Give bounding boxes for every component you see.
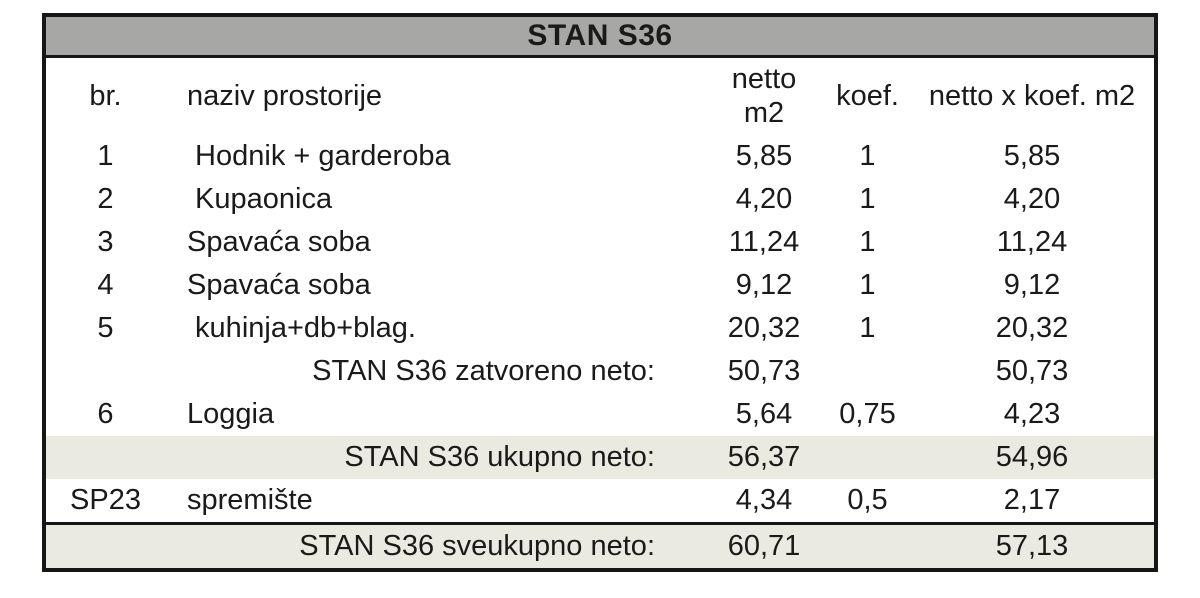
cell-netto: 11,24 <box>728 226 800 259</box>
cell-netto: 50,73 <box>727 355 801 388</box>
cell-result: 4,20 <box>1003 183 1061 216</box>
area-calculation-table: STAN S36 br. naziv prostorije netto m2 k… <box>42 13 1158 572</box>
cell-koef: 1 <box>859 183 876 216</box>
table-row: 4 Spavaća soba 9,12 1 9,12 <box>46 264 1154 307</box>
summary-label: STAN S36 ukupno neto: <box>344 441 655 474</box>
table-row: 3 Spavaća soba 11,24 1 11,24 <box>46 221 1154 264</box>
cell-result: 9,12 <box>1003 269 1061 302</box>
cell-br: 3 <box>97 226 114 259</box>
cell-netto: 60,71 <box>727 530 801 563</box>
cell-result: 11,24 <box>996 226 1068 259</box>
cell-netto: 4,20 <box>735 183 793 216</box>
cell-name: Kupaonica <box>187 183 333 216</box>
cell-br: 4 <box>97 269 114 302</box>
column-header-netto: netto m2 <box>731 63 797 129</box>
cell-koef: 1 <box>859 226 876 259</box>
cell-netto: 5,64 <box>735 398 793 431</box>
cell-koef: 1 <box>859 269 876 302</box>
column-header-result: netto x koef. m2 <box>928 80 1136 113</box>
cell-name: Spavaća soba <box>187 226 371 259</box>
cell-result: 20,32 <box>995 312 1069 345</box>
column-header-br: br. <box>89 80 122 113</box>
cell-name: Spavaća soba <box>187 269 371 302</box>
cell-result: 2,17 <box>1003 484 1061 517</box>
cell-br: 6 <box>97 398 114 431</box>
summary-label: STAN S36 zatvoreno neto: <box>312 355 655 388</box>
cell-netto: 4,34 <box>735 484 793 517</box>
cell-netto: 56,37 <box>727 441 801 474</box>
cell-result: 5,85 <box>1003 140 1061 173</box>
subtotal-row-ukupno: STAN S36 ukupno neto: 56,37 54,96 <box>46 436 1154 479</box>
summary-label: STAN S36 sveukupno neto: <box>299 530 655 563</box>
cell-result: 4,23 <box>1003 398 1061 431</box>
table-row: 2 Kupaonica 4,20 1 4,20 <box>46 178 1154 221</box>
cell-br: 1 <box>97 140 114 173</box>
cell-result: 57,13 <box>995 530 1069 563</box>
cell-br: 2 <box>97 183 114 216</box>
cell-name: spremište <box>187 484 313 517</box>
cell-koef: 0,75 <box>839 398 896 431</box>
cell-koef: 0,5 <box>847 484 888 517</box>
cell-name: Hodnik + garderoba <box>187 140 451 173</box>
subtotal-row-zatvoreno: STAN S36 zatvoreno neto: 50,73 50,73 <box>46 350 1154 393</box>
cell-result: 50,73 <box>995 355 1069 388</box>
cell-koef: 1 <box>859 140 876 173</box>
table-header-row: br. naziv prostorije netto m2 koef. nett… <box>46 58 1154 135</box>
column-header-naziv: naziv prostorije <box>187 80 383 113</box>
cell-result: 54,96 <box>995 441 1069 474</box>
table-row: SP23 spremište 4,34 0,5 2,17 <box>46 479 1154 522</box>
cell-netto: 20,32 <box>727 312 801 345</box>
table-body: 1 Hodnik + garderoba 5,85 1 5,85 2 Kupao… <box>46 135 1154 568</box>
cell-name: kuhinja+db+blag. <box>187 312 416 345</box>
cell-br: SP23 <box>70 484 141 517</box>
table-row: 5 kuhinja+db+blag. 20,32 1 20,32 <box>46 307 1154 350</box>
table-row: 6 Loggia 5,64 0,75 4,23 <box>46 393 1154 436</box>
cell-netto: 9,12 <box>735 269 793 302</box>
cell-koef: 1 <box>859 312 876 345</box>
table-title: STAN S36 <box>527 19 673 52</box>
table-title-bar: STAN S36 <box>46 17 1154 58</box>
table-row: 1 Hodnik + garderoba 5,85 1 5,85 <box>46 135 1154 178</box>
cell-br: 5 <box>97 312 114 345</box>
cell-name: Loggia <box>187 398 275 431</box>
total-row-sveukupno: STAN S36 sveukupno neto: 60,71 57,13 <box>46 522 1154 568</box>
column-header-koef: koef. <box>836 80 899 113</box>
cell-netto: 5,85 <box>735 140 793 173</box>
